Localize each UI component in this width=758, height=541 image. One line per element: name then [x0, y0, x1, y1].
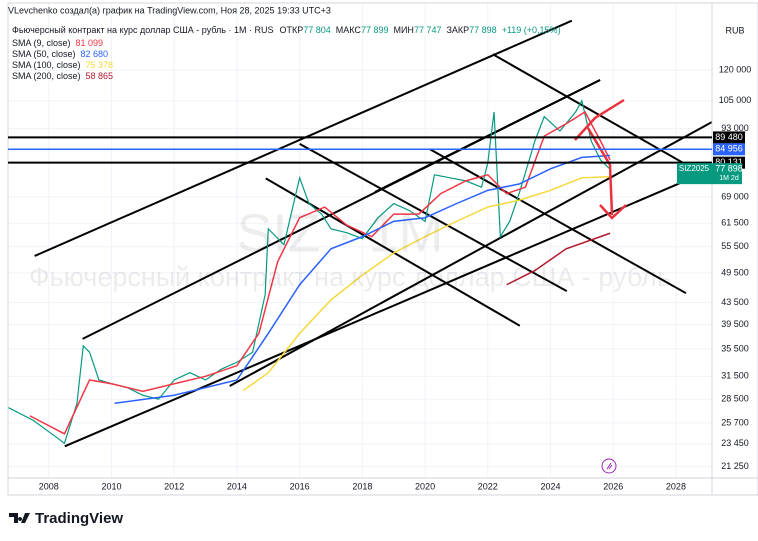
legend-value: 75 378 — [86, 60, 114, 70]
y-tick-label: 35 500 — [721, 343, 749, 353]
x-tick-label: 2022 — [478, 481, 498, 491]
price-label: 89 480 — [715, 132, 743, 142]
trend-line — [265, 177, 521, 327]
icon-circle — [601, 458, 617, 474]
legend-entry: SMA (200, close) 58 865 — [12, 71, 113, 81]
x-tick-label: 2012 — [164, 481, 184, 491]
legend-value: 81 099 — [76, 38, 104, 48]
y-tick-label: 31 500 — [721, 371, 749, 381]
y-tick-label: 55 500 — [721, 241, 749, 251]
y-tick-label: 105 000 — [719, 95, 752, 105]
price-label: 80 131 — [715, 157, 743, 167]
arrow-line — [586, 127, 614, 216]
x-tick-label: 2024 — [540, 481, 560, 491]
author-line: VLevchenko создал(а) график на TradingVi… — [8, 5, 331, 15]
y-tick-label: 69 000 — [721, 191, 749, 201]
series-line — [29, 110, 611, 435]
watermark-symbol: SIZ · 1M — [236, 203, 443, 263]
title: Фьючерсный контракт на курс доллар США -… — [12, 25, 274, 35]
plot-content — [8, 3, 712, 478]
x-tick-label: 2020 — [415, 481, 435, 491]
ohlc-value: 77 899 — [361, 25, 389, 35]
legend-name: SMA (200, close) — [12, 71, 81, 81]
current-price: 77 898 — [715, 164, 743, 174]
ohlc-label: ЗАКР — [446, 25, 469, 35]
y-tick-label: 23 450 — [721, 438, 749, 448]
series-line — [242, 175, 611, 392]
watermark-title: Фьючерсный контракт на курс доллар США -… — [29, 262, 671, 292]
y-tick-label: 49 500 — [721, 267, 749, 277]
trend-line — [64, 168, 712, 448]
legend-entry: SMA (9, close) 81 099 — [12, 38, 103, 48]
trend-line — [299, 142, 568, 293]
y-tick-label: 39 500 — [721, 319, 749, 329]
ohlc-value: 77 747 — [414, 25, 442, 35]
frame — [7, 2, 758, 496]
x-tick-label: 2028 — [666, 481, 686, 491]
legend-value: 82 680 — [81, 49, 109, 59]
x-tick-label: 2016 — [290, 481, 310, 491]
change: +119 (+0,15%) — [502, 25, 561, 35]
current-symbol: SIZ2025 — [679, 164, 710, 173]
ohlc-label: МАКС — [336, 25, 362, 35]
price-label-box — [713, 131, 745, 144]
current-price-box — [677, 163, 742, 185]
price-label-box — [713, 143, 745, 156]
x-tick-label: 2018 — [352, 481, 372, 491]
legend-entry: SMA (50, close) 82 680 — [12, 49, 108, 59]
legend-name: SMA (100, close) — [12, 60, 81, 70]
ohlc-label: ОТКР — [280, 25, 304, 35]
legend-entry: SMA (100, close) 75 378 — [12, 60, 113, 70]
ohlc-label: МИН — [393, 25, 413, 35]
trend-line — [429, 148, 687, 295]
series-line — [114, 154, 611, 405]
countdown: 1M 2d — [719, 175, 739, 182]
plot-area — [8, 3, 712, 478]
y-tick-label: 28 500 — [721, 394, 749, 404]
currency: RUB — [725, 25, 744, 35]
alert-icon[interactable] — [601, 458, 617, 474]
legend-value: 58 865 — [86, 71, 114, 81]
ohlc-value: 77 898 — [469, 25, 497, 35]
y-tick-label: 61 500 — [721, 218, 749, 228]
trend-line — [374, 79, 601, 193]
trend-line — [492, 53, 712, 181]
brand-logo: TradingView — [9, 510, 123, 527]
y-tick-label: 21 250 — [721, 461, 749, 471]
x-tick-label: 2026 — [603, 481, 623, 491]
series-line — [506, 232, 611, 286]
y-tick-label: 120 000 — [719, 65, 752, 75]
arrow-head — [599, 204, 627, 220]
legend-name: SMA (9, close) — [12, 38, 71, 48]
y-tick-label: 93 000 — [721, 123, 749, 133]
logo-mark — [9, 513, 30, 523]
price-label: 84 956 — [715, 144, 743, 154]
x-tick-label: 2010 — [101, 481, 121, 491]
brand: TradingView — [35, 510, 123, 527]
arrows — [574, 98, 627, 220]
x-tick-label: 2008 — [39, 481, 59, 491]
trend-line — [229, 121, 712, 387]
icon-glyph — [606, 462, 613, 470]
ohlc-value: 77 804 — [303, 25, 331, 35]
arrow-line — [574, 98, 625, 141]
symbol-line: Фьючерсный контракт на курс доллар США -… — [12, 25, 561, 35]
legend-name: SMA (50, close) — [12, 49, 76, 59]
x-tick-label: 2014 — [227, 481, 247, 491]
y-tick-label: 43 500 — [721, 297, 749, 307]
y-tick-label: 25 700 — [721, 417, 749, 427]
